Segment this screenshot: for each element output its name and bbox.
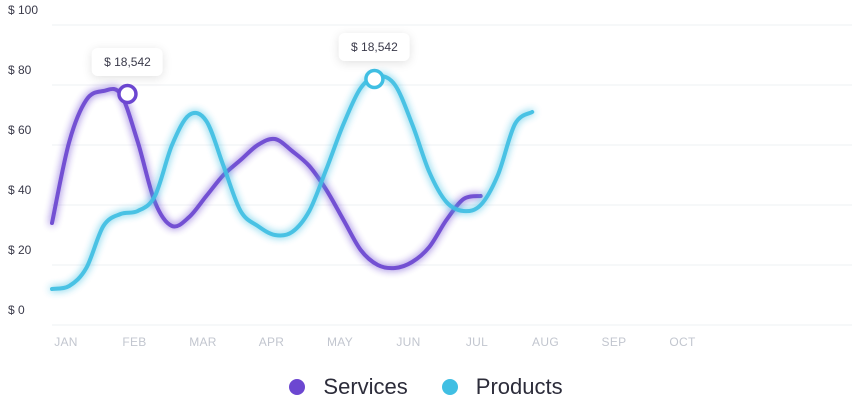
x-tick-label: JUN	[396, 335, 420, 349]
highlight-marker-products[interactable]	[364, 68, 385, 90]
y-tick-label: $ 60	[8, 123, 32, 137]
value-tooltip: $ 18,542	[92, 48, 163, 76]
y-tick-label: $ 80	[8, 63, 32, 77]
y-tick-label: $ 0	[8, 303, 25, 317]
x-axis-ticks: JAN FEB MAR APR MAY JUN JUL AUG SEP OCT	[54, 335, 696, 349]
series-line-services[interactable]	[50, 86, 483, 271]
legend-dot-icon	[289, 379, 306, 395]
y-tick-label: $ 20	[8, 243, 32, 257]
legend-item-services[interactable]: Services	[289, 374, 408, 400]
value-tooltip: $ 18,542	[339, 33, 410, 61]
legend-label: Services	[323, 374, 408, 399]
legend-item-products[interactable]: Products	[441, 374, 563, 400]
y-axis-ticks: $ 0 $ 20 $ 40 $ 60 $ 80 $ 100	[8, 3, 38, 317]
x-tick-label: MAY	[327, 335, 353, 349]
legend-dot-icon	[441, 379, 458, 395]
x-tick-label: MAR	[189, 335, 217, 349]
x-tick-label: SEP	[602, 335, 627, 349]
x-tick-label: AUG	[532, 335, 559, 349]
x-tick-label: FEB	[122, 335, 146, 349]
grid-lines	[52, 24, 852, 326]
highlight-markers	[117, 68, 385, 105]
highlight-marker-services[interactable]	[117, 83, 138, 105]
legend: Services Products	[0, 374, 852, 400]
series-line-products[interactable]	[50, 73, 535, 291]
legend-label: Products	[475, 374, 563, 399]
x-tick-label: OCT	[669, 335, 696, 349]
y-tick-label: $ 100	[8, 3, 38, 17]
x-tick-label: APR	[259, 335, 285, 349]
y-tick-label: $ 40	[8, 183, 32, 197]
x-tick-label: JUL	[466, 335, 488, 349]
series-lines	[50, 73, 535, 291]
x-tick-label: JAN	[54, 335, 78, 349]
